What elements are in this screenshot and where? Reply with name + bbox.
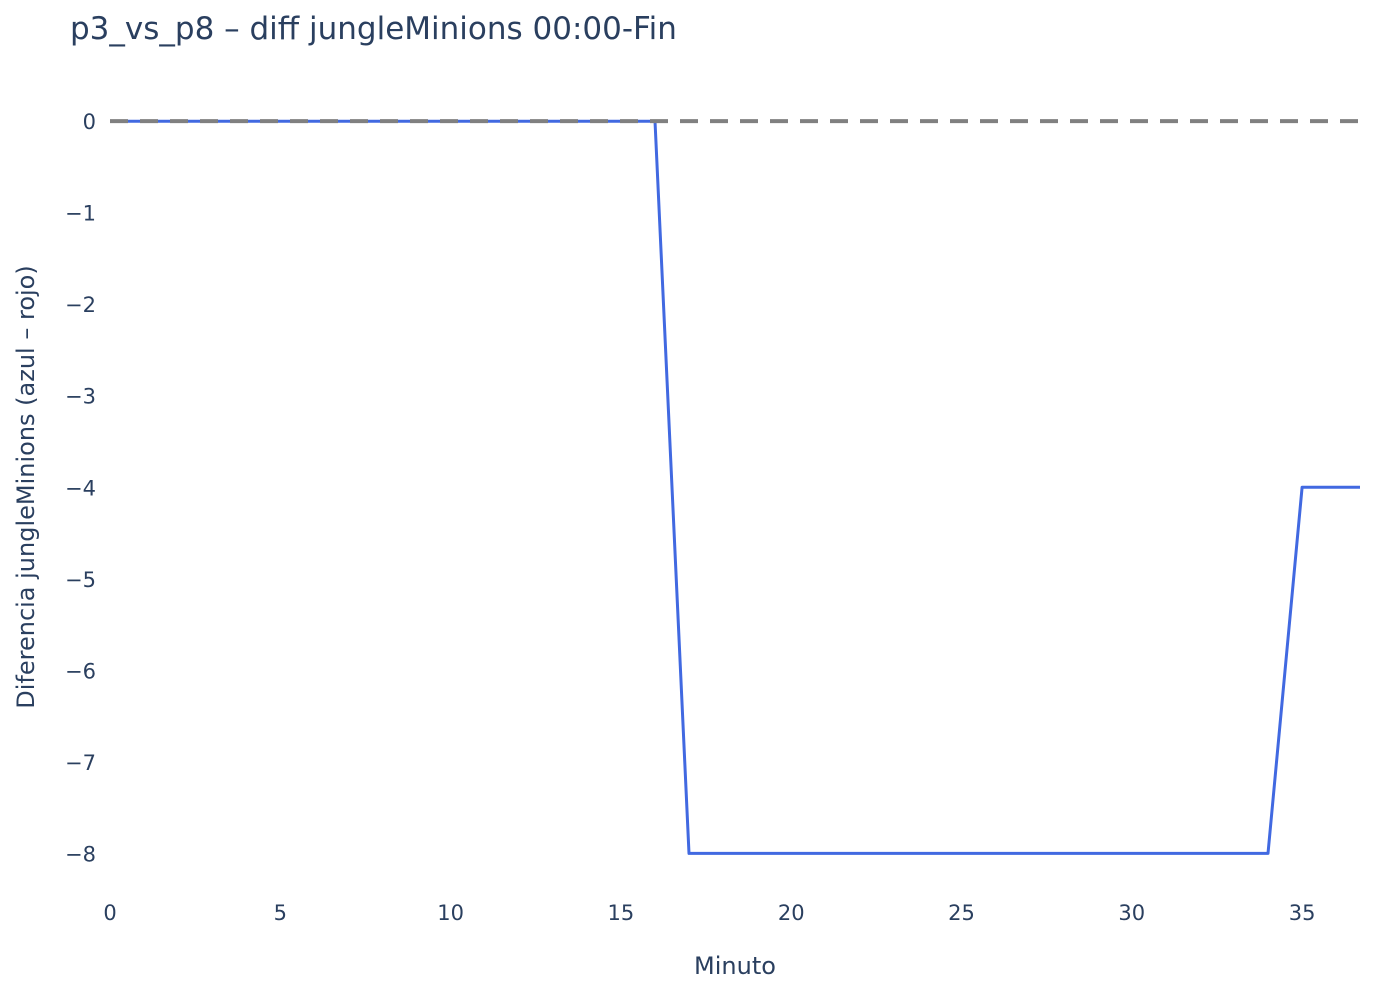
x-tick-label: 20 xyxy=(778,901,805,925)
y-tick-label: −3 xyxy=(65,385,96,409)
y-tick-label: 0 xyxy=(83,110,96,134)
x-tick-label: 15 xyxy=(608,901,635,925)
y-tick-label: −8 xyxy=(65,842,96,866)
x-tick-label: 5 xyxy=(274,901,287,925)
y-tick-label: −1 xyxy=(65,202,96,226)
y-tick-label: −7 xyxy=(65,751,96,775)
chart-title: p3_vs_p8 – diff jungleMinions 00:00-Fin xyxy=(70,11,677,47)
series-line xyxy=(110,119,1360,855)
x-tick-label: 35 xyxy=(1289,901,1316,925)
y-tick-label: −2 xyxy=(65,293,96,317)
x-tick-label: 10 xyxy=(437,901,464,925)
x-axis-ticks: 0 5 10 15 20 25 30 35 xyxy=(103,901,1315,925)
x-tick-label: 25 xyxy=(948,901,975,925)
y-tick-label: −5 xyxy=(65,568,96,592)
x-tick-label: 30 xyxy=(1118,901,1145,925)
y-axis-ticks: 0 −1 −2 −3 −4 −5 −6 −7 −8 xyxy=(65,110,96,866)
plot-area xyxy=(110,119,1365,855)
x-tick-label: 0 xyxy=(103,901,116,925)
y-axis-label: Diferencia jungleMinions (azul – rojo) xyxy=(12,265,40,708)
y-tick-label: −6 xyxy=(65,659,96,683)
x-axis-label: Minuto xyxy=(694,952,776,980)
y-tick-label: −4 xyxy=(65,476,96,500)
